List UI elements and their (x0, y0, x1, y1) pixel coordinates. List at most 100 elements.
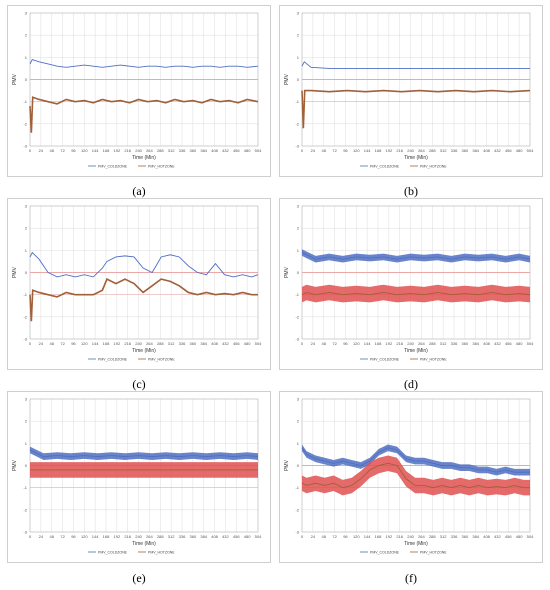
y-tick-label: 0 (25, 270, 28, 275)
chart-panel-a: 0 24 48 72 96 120 144 168 192 216 240 264 288 312 336 3… (7, 5, 271, 177)
x-tick-label: 384 (200, 148, 207, 153)
x-tick-label: 288 (429, 341, 436, 346)
y-tick-label: -2 (295, 314, 299, 319)
x-tick-label: 264 (418, 341, 425, 346)
legend-label: PMV_COLDZONE (98, 357, 128, 361)
legend-label: PMV_HOTZONE (148, 164, 175, 168)
x-tick-label: 432 (494, 148, 501, 153)
x-tick-label: 96 (343, 341, 348, 346)
series-line-coldzone (301, 447, 530, 473)
x-tick-label: 192 (386, 534, 393, 539)
x-tick-label: 120 (81, 341, 88, 346)
x-tick-label: 168 (375, 534, 382, 539)
y-tick-label: -3 (295, 337, 299, 342)
x-tick-label: 72 (332, 341, 337, 346)
x-tick-label: 120 (81, 534, 88, 539)
x-tick-label: 504 (527, 534, 534, 539)
x-tick-label: 408 (211, 534, 218, 539)
y-tick-label: 3 (25, 397, 28, 402)
x-tick-label: 336 (451, 341, 458, 346)
x-axis-label: Time (Min) (132, 155, 156, 161)
y-tick-label: -3 (23, 144, 27, 149)
x-tick-label: 480 (244, 534, 251, 539)
y-tick-label: 1 (25, 55, 28, 60)
x-tick-label: 504 (255, 148, 262, 153)
x-tick-label: 432 (494, 341, 501, 346)
x-tick-label: 24 (39, 341, 44, 346)
y-tick-label: 2 (25, 33, 28, 38)
series-band-coldzone (302, 444, 530, 476)
x-tick-label: 312 (440, 341, 447, 346)
x-tick-label: 168 (375, 341, 382, 346)
x-tick-label: 96 (71, 148, 76, 153)
x-tick-label: 456 (505, 534, 512, 539)
x-tick-label: 24 (311, 341, 316, 346)
x-tick-label: 96 (343, 148, 348, 153)
x-tick-label: 240 (135, 534, 142, 539)
series-line-hotzone (29, 278, 258, 322)
x-tick-label: 96 (71, 341, 76, 346)
series-line-coldzone (29, 251, 259, 278)
y-axis-label: PMV (284, 459, 290, 471)
x-tick-label: 408 (483, 341, 490, 346)
x-tick-label: 24 (311, 534, 316, 539)
y-tick-label: -2 (295, 121, 299, 126)
x-tick-label: 264 (146, 148, 153, 153)
x-tick-label: 72 (60, 341, 65, 346)
x-axis-label: Time (Min) (404, 348, 428, 354)
y-tick-label: 3 (25, 204, 28, 209)
x-tick-label: 192 (386, 341, 393, 346)
y-tick-label: 1 (297, 248, 300, 253)
x-tick-label: 312 (168, 341, 175, 346)
x-tick-label: 48 (321, 534, 326, 539)
x-tick-label: 336 (179, 534, 186, 539)
x-tick-label: 24 (39, 148, 44, 153)
y-tick-label: 2 (297, 33, 300, 38)
x-tick-label: 96 (343, 534, 348, 539)
x-tick-label: 120 (353, 534, 360, 539)
x-tick-label: 216 (124, 534, 131, 539)
caption-c: (c) (132, 377, 146, 391)
x-tick-label: 216 (396, 341, 403, 346)
x-tick-label: 408 (483, 148, 490, 153)
x-tick-label: 0 (29, 148, 32, 153)
y-tick-label: -1 (23, 99, 27, 104)
x-tick-label: 48 (49, 341, 54, 346)
x-tick-label: 168 (375, 148, 382, 153)
chart-f: 0 24 48 72 96 120 144 168 192 216 240 264 288 312 336 3… (284, 397, 534, 555)
y-tick-label: 1 (297, 441, 300, 446)
x-tick-label: 456 (233, 148, 240, 153)
y-tick-label: 3 (25, 11, 28, 16)
legend-label: PMV_HOTZONE (420, 550, 447, 554)
x-tick-label: 192 (114, 148, 121, 153)
y-tick-label: -2 (23, 314, 27, 319)
x-tick-label: 144 (364, 534, 371, 539)
chart-b: 0 24 48 72 96 120 144 168 192 216 240 264 288 312 336 3… (284, 11, 534, 169)
y-tick-label: 2 (25, 226, 28, 231)
y-axis-label: PMV (12, 73, 18, 85)
y-tick-label: -1 (295, 292, 299, 297)
x-tick-label: 72 (60, 534, 65, 539)
legend-label: PMV_HOTZONE (148, 357, 175, 361)
y-tick-label: 0 (25, 463, 28, 468)
x-tick-label: 480 (516, 341, 523, 346)
y-axis-label: PMV (284, 266, 290, 278)
y-tick-label: 0 (25, 77, 28, 82)
chart-panel-c: 0 24 48 72 96 120 144 168 192 216 240 264 288 312 336 3… (7, 198, 271, 370)
x-tick-label: 336 (179, 341, 186, 346)
y-tick-label: 2 (297, 419, 300, 424)
x-tick-label: 312 (168, 534, 175, 539)
x-tick-label: 288 (429, 534, 436, 539)
chart-panel-e: 0 24 48 72 96 120 144 168 192 216 240 264 288 312 336 3… (7, 391, 271, 563)
x-axis-label: Time (Min) (132, 541, 156, 547)
x-tick-label: 504 (527, 341, 534, 346)
x-tick-label: 120 (353, 148, 360, 153)
x-tick-label: 240 (407, 534, 414, 539)
y-tick-label: 0 (297, 463, 300, 468)
x-axis-label: Time (Min) (404, 541, 428, 547)
x-tick-label: 336 (451, 534, 458, 539)
legend-label: PMV_COLDZONE (370, 550, 400, 554)
y-tick-label: -1 (23, 292, 27, 297)
y-tick-label: 2 (297, 226, 300, 231)
y-tick-label: -3 (295, 144, 299, 149)
